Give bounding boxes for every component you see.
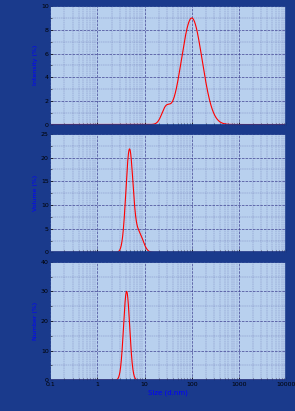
Y-axis label: Number (%): Number (%) bbox=[33, 302, 38, 340]
X-axis label: Size (d.nm): Size (d.nm) bbox=[148, 389, 188, 396]
Y-axis label: Intensity (%): Intensity (%) bbox=[33, 45, 38, 85]
Y-axis label: Volume (%): Volume (%) bbox=[33, 175, 38, 211]
